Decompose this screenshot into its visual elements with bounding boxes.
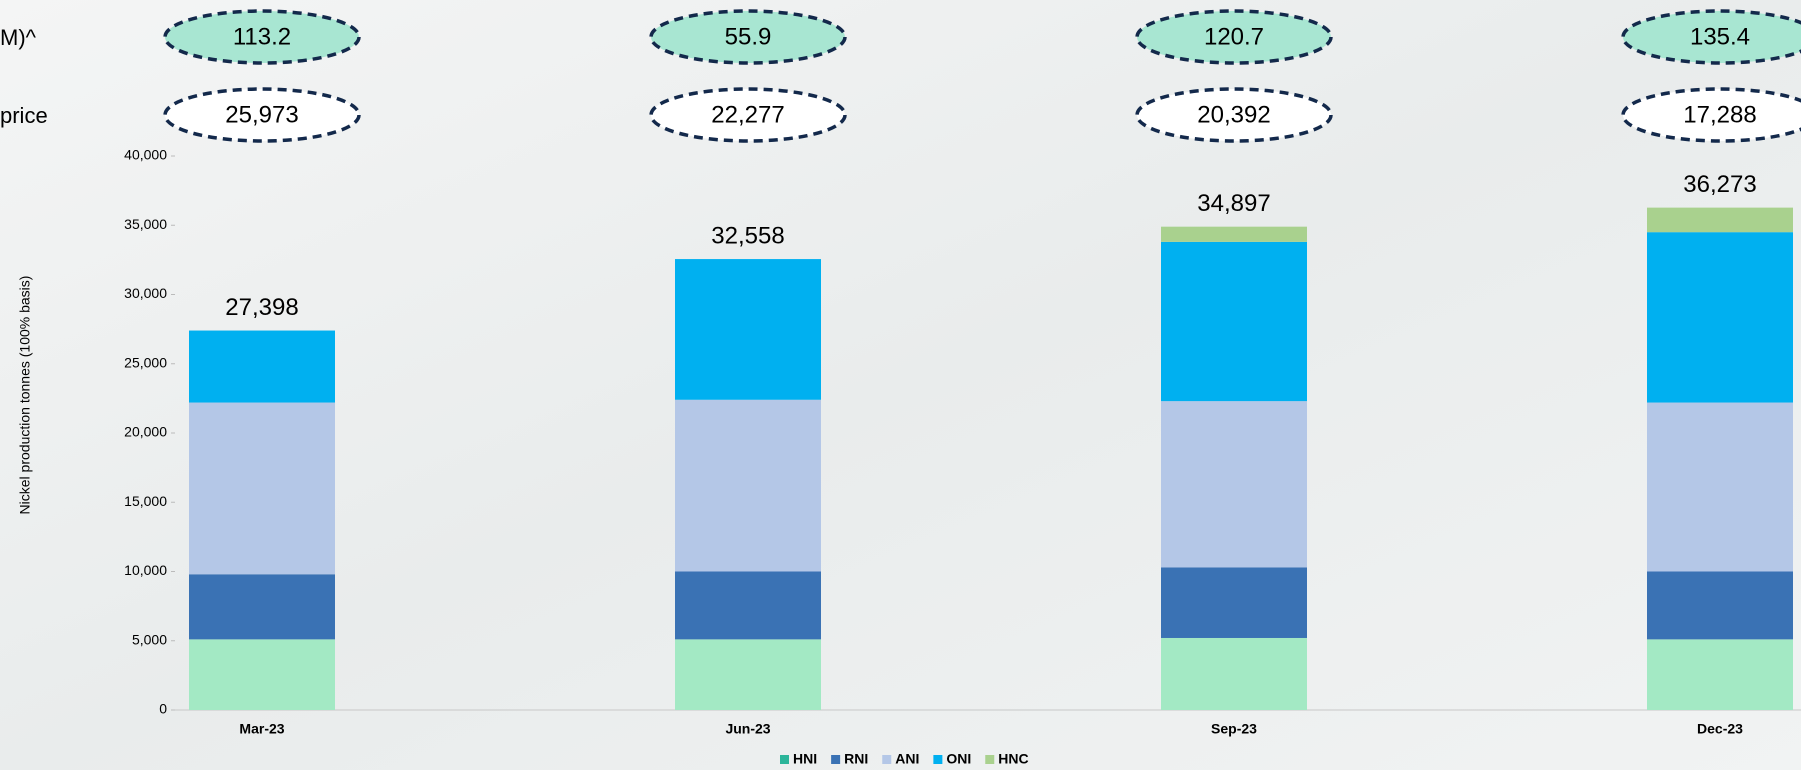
legend-label: HNC [998, 751, 1028, 767]
legend-swatch [780, 755, 789, 764]
bar-segment [189, 331, 335, 403]
bar-segment [1161, 567, 1307, 638]
indicator-value: 20,392 [1197, 101, 1270, 128]
indicator-value: 17,288 [1683, 101, 1756, 128]
y-axis-title: Nickel production tonnes (100% basis) [17, 276, 33, 515]
row-label: M)^ [0, 25, 37, 50]
y-tick-label: 15,000 [124, 493, 167, 509]
x-tick-label: Mar-23 [239, 721, 284, 737]
y-tick-label: 25,000 [124, 354, 167, 370]
legend-swatch [933, 755, 942, 764]
y-tick-label: 10,000 [124, 562, 167, 578]
bar-segment [675, 400, 821, 572]
legend-swatch [882, 755, 891, 764]
total-label: 32,558 [711, 222, 784, 249]
bar-segment [1161, 638, 1307, 710]
indicator-value: 120.7 [1204, 23, 1264, 50]
y-tick-label: 30,000 [124, 285, 167, 301]
bar-segment [1161, 242, 1307, 401]
x-tick-label: Dec-23 [1697, 721, 1743, 737]
legend-label: RNI [844, 751, 868, 767]
x-tick-label: Jun-23 [725, 721, 770, 737]
indicator-value: 135.4 [1690, 23, 1750, 50]
bar-segment [675, 639, 821, 710]
indicator-value: 55.9 [725, 23, 772, 50]
legend-label: ANI [895, 751, 919, 767]
y-tick-label: 35,000 [124, 216, 167, 232]
bar-segment [675, 259, 821, 400]
legend-swatch [831, 755, 840, 764]
bar-segment [1647, 232, 1793, 402]
bar-segment [1647, 572, 1793, 640]
indicator-value: 113.2 [233, 23, 291, 50]
indicator-value: 22,277 [711, 101, 784, 128]
bar-segment [1161, 401, 1307, 567]
y-tick-label: 0 [159, 701, 167, 717]
bar-segment [189, 403, 335, 575]
legend-label: ONI [946, 751, 971, 767]
bar-segment [675, 572, 821, 640]
chart: Nickel production tonnes (100% basis) 0 5… [0, 0, 1801, 770]
total-label: 27,398 [225, 294, 298, 321]
row-label: price [0, 103, 48, 128]
y-tick-label: 5,000 [132, 631, 167, 647]
legend-swatch [985, 755, 994, 764]
y-tick-label: 40,000 [124, 147, 167, 163]
legend-label: HNI [793, 751, 817, 767]
bar-segment [189, 574, 335, 639]
total-label: 36,273 [1683, 171, 1756, 198]
total-label: 34,897 [1197, 190, 1270, 217]
bar-segment [1161, 227, 1307, 242]
bar-segment [1647, 403, 1793, 572]
bar-segment [189, 639, 335, 710]
y-tick-label: 20,000 [124, 424, 167, 440]
indicator-value: 25,973 [225, 101, 298, 128]
x-tick-label: Sep-23 [1211, 721, 1257, 737]
bar-segment [1647, 208, 1793, 233]
bar-segment [1647, 639, 1793, 710]
